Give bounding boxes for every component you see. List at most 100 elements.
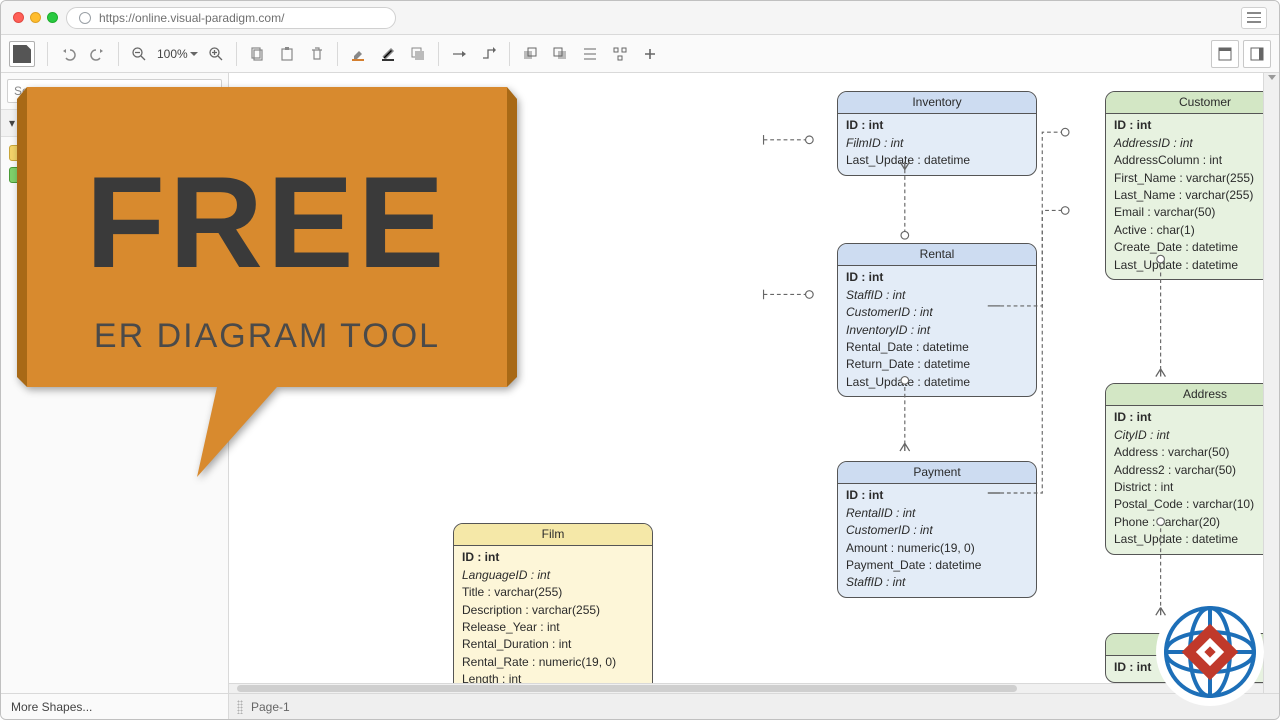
connection-style-button[interactable] — [445, 40, 473, 68]
entity-attribute: Payment_Date : datetime — [846, 557, 1028, 574]
window-controls[interactable] — [13, 12, 58, 23]
entity-attribute: ID : int — [1114, 409, 1279, 426]
shape-search-input[interactable]: Se — [7, 79, 222, 103]
maximize-window-icon[interactable] — [47, 12, 58, 23]
entity-attribute: ID : int — [1114, 117, 1279, 134]
shape-palette-item[interactable] — [9, 167, 35, 183]
entity-title: Film — [454, 524, 652, 546]
url-bar[interactable]: https://online.visual-paradigm.com/ — [66, 7, 396, 29]
entity-attribute: InventoryID : int — [846, 322, 1028, 339]
shapes-sidebar: Se ▾ En — [1, 73, 229, 693]
entity-attributes: ID : intAddressID : intAddressColumn : i… — [1106, 114, 1279, 279]
to-front-button[interactable] — [516, 40, 544, 68]
entity-title: Payment — [838, 462, 1036, 484]
entity-attributes: ID : intRentalID : intCustomerID : intAm… — [838, 484, 1036, 596]
undo-button[interactable] — [54, 40, 82, 68]
entity-attribute: Email : varchar(50) — [1114, 204, 1279, 221]
entity-attribute: Address : varchar(50) — [1114, 444, 1279, 461]
entity-attribute: StaffID : int — [846, 287, 1028, 304]
entity-attribute: Phone : varchar(20) — [1114, 514, 1279, 531]
zoom-in-button[interactable] — [202, 40, 230, 68]
browser-menu-button[interactable] — [1241, 7, 1267, 29]
vp-logo-icon — [1155, 597, 1265, 707]
diagram-canvas[interactable]: FilmID : intLanguageID : intTitle : varc… — [229, 73, 1279, 693]
save-button[interactable] — [9, 41, 35, 67]
entity-attribute: CityID : int — [1114, 427, 1279, 444]
shadow-button[interactable] — [404, 40, 432, 68]
zoom-level: 100% — [157, 47, 188, 61]
waypoint-button[interactable] — [475, 40, 503, 68]
entity-attribute: Release_Year : int — [462, 619, 644, 636]
entity-attribute: ID : int — [846, 117, 1028, 134]
entity-attribute: Rental_Rate : numeric(19, 0) — [462, 654, 644, 671]
sidebar-section-entity[interactable]: ▾ En — [1, 109, 228, 137]
entity-attribute: AddressID : int — [1114, 135, 1279, 152]
fill-color-button[interactable] — [344, 40, 372, 68]
align-button[interactable] — [576, 40, 604, 68]
entity-attribute: Last_Name : varchar(255) — [1114, 187, 1279, 204]
entity-attribute: AddressColumn : int — [1114, 152, 1279, 169]
entity-payment[interactable]: PaymentID : intRentalID : intCustomerID … — [837, 461, 1037, 598]
to-back-button[interactable] — [546, 40, 574, 68]
line-color-button[interactable] — [374, 40, 402, 68]
delete-button[interactable] — [303, 40, 331, 68]
paste-button[interactable] — [273, 40, 301, 68]
sidebar-shapes — [1, 137, 228, 693]
entity-attribute: LanguageID : int — [462, 567, 644, 584]
entity-attributes: ID : intCityID : intAddress : varchar(50… — [1106, 406, 1279, 553]
close-window-icon[interactable] — [13, 12, 24, 23]
zoom-out-button[interactable] — [125, 40, 153, 68]
entity-attribute: CustomerID : int — [846, 304, 1028, 321]
redo-button[interactable] — [84, 40, 112, 68]
entity-attribute: ID : int — [846, 487, 1028, 504]
entity-attribute: District : int — [1114, 479, 1279, 496]
app-toolbar: 100% — [1, 35, 1279, 73]
entity-attributes: ID : intStaffID : intCustomerID : intInv… — [838, 266, 1036, 396]
main-area: Se ▾ En FilmID : intLanguageID : intTitl… — [1, 73, 1279, 693]
entity-attribute: Create_Date : datetime — [1114, 239, 1279, 256]
entity-attribute: Last_Update : datetime — [1114, 257, 1279, 274]
zoom-select[interactable]: 100% — [155, 47, 200, 61]
entity-attribute: Rental_Date : datetime — [846, 339, 1028, 356]
site-info-icon — [79, 12, 91, 24]
entity-attribute: Rental_Duration : int — [462, 636, 644, 653]
url-text: https://online.visual-paradigm.com/ — [99, 11, 284, 25]
entity-customer[interactable]: CustomerID : intAddressID : intAddressCo… — [1105, 91, 1279, 280]
horizontal-scrollbar[interactable] — [229, 683, 1263, 693]
format-panel-button[interactable] — [1211, 40, 1239, 68]
entity-attribute: ID : int — [462, 549, 644, 566]
page-tab-bar: Page-1 — [229, 693, 1279, 719]
more-shapes-button[interactable]: More Shapes... — [1, 693, 229, 719]
entity-attribute: Last_Update : datetime — [1114, 531, 1279, 548]
entity-attribute: Postal_Code : varchar(10) — [1114, 496, 1279, 513]
entity-attributes: ID : intFilmID : intLast_Update : dateti… — [838, 114, 1036, 174]
distribute-button[interactable] — [606, 40, 634, 68]
entity-attribute: Address2 : varchar(50) — [1114, 462, 1279, 479]
entity-attribute: Last_Update : datetime — [846, 152, 1028, 169]
entity-attributes: ID : intLanguageID : intTitle : varchar(… — [454, 546, 652, 693]
entity-title: Address — [1106, 384, 1279, 406]
entity-attribute: Last_Update : datetime — [846, 374, 1028, 391]
entity-attribute: Active : char(1) — [1114, 222, 1279, 239]
entity-rental[interactable]: RentalID : intStaffID : intCustomerID : … — [837, 243, 1037, 397]
entity-attribute: StaffID : int — [846, 574, 1028, 591]
entity-attribute: Title : varchar(255) — [462, 584, 644, 601]
copy-button[interactable] — [243, 40, 271, 68]
outline-panel-button[interactable] — [1243, 40, 1271, 68]
entity-attribute: ID : int — [846, 269, 1028, 286]
entity-address[interactable]: AddressID : intCityID : intAddress : var… — [1105, 383, 1279, 555]
entity-title: Customer — [1106, 92, 1279, 114]
add-button[interactable] — [636, 40, 664, 68]
shape-palette-item[interactable] — [9, 145, 35, 161]
minimize-window-icon[interactable] — [30, 12, 41, 23]
entity-title: Inventory — [838, 92, 1036, 114]
tab-grip-icon — [237, 700, 243, 714]
entity-title: Rental — [838, 244, 1036, 266]
entity-inventory[interactable]: InventoryID : intFilmID : intLast_Update… — [837, 91, 1037, 176]
vertical-scrollbar[interactable] — [1263, 73, 1279, 693]
entity-attribute: Amount : numeric(19, 0) — [846, 540, 1028, 557]
entity-film[interactable]: FilmID : intLanguageID : intTitle : varc… — [453, 523, 653, 693]
page-tab[interactable]: Page-1 — [251, 700, 290, 714]
entity-attribute: RentalID : int — [846, 505, 1028, 522]
browser-bar: https://online.visual-paradigm.com/ — [1, 1, 1279, 35]
